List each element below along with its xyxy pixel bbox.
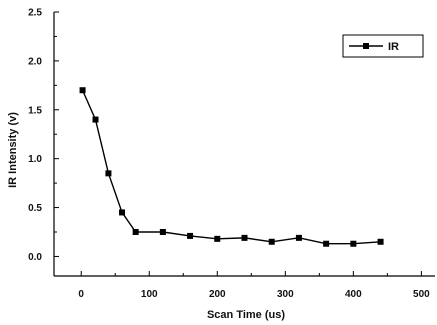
series-layer — [79, 87, 384, 247]
y-axis-title: IR Intensity (v) — [7, 112, 19, 188]
x-tick-label: 100 — [141, 289, 158, 300]
data-point-ir — [350, 240, 357, 247]
y-tick-label: 2.0 — [28, 56, 42, 67]
y-tick-label: 2.5 — [28, 8, 42, 19]
axis-ticks: 0.0 0.5 1.0 1.5 2.0 2.5 0 100 200 300 400 500 — [28, 8, 430, 301]
data-point-ir — [323, 240, 330, 247]
data-point-ir — [159, 229, 166, 235]
y-tick-label: 0.0 — [28, 252, 42, 263]
data-point-ir — [79, 87, 86, 94]
data-point-ir — [92, 116, 99, 123]
x-tick-label: 500 — [413, 289, 430, 300]
x-tick-label: 400 — [345, 289, 362, 300]
legend: IR — [342, 34, 424, 58]
y-tick-label: 1.5 — [28, 105, 42, 116]
data-point-ir — [187, 232, 194, 239]
y-tick-label: 1.0 — [28, 154, 42, 165]
series-line-ir — [81, 89, 381, 245]
y-tick-label: 0.5 — [28, 203, 42, 214]
data-point-ir — [377, 238, 384, 245]
data-point-ir — [214, 235, 221, 242]
x-tick-label: 0 — [78, 289, 84, 300]
x-axis-title: Scan Time (us) — [207, 309, 285, 321]
x-tick-label: 300 — [277, 289, 294, 300]
x-tick-label: 200 — [209, 289, 226, 300]
data-point-ir — [132, 229, 139, 235]
data-point-ir — [105, 170, 112, 177]
legend-label: IR — [388, 41, 399, 53]
data-point-ir — [268, 238, 275, 245]
legend-marker — [363, 43, 369, 49]
data-point-ir — [295, 234, 302, 241]
data-point-ir — [119, 209, 126, 216]
data-point-ir — [241, 234, 248, 241]
